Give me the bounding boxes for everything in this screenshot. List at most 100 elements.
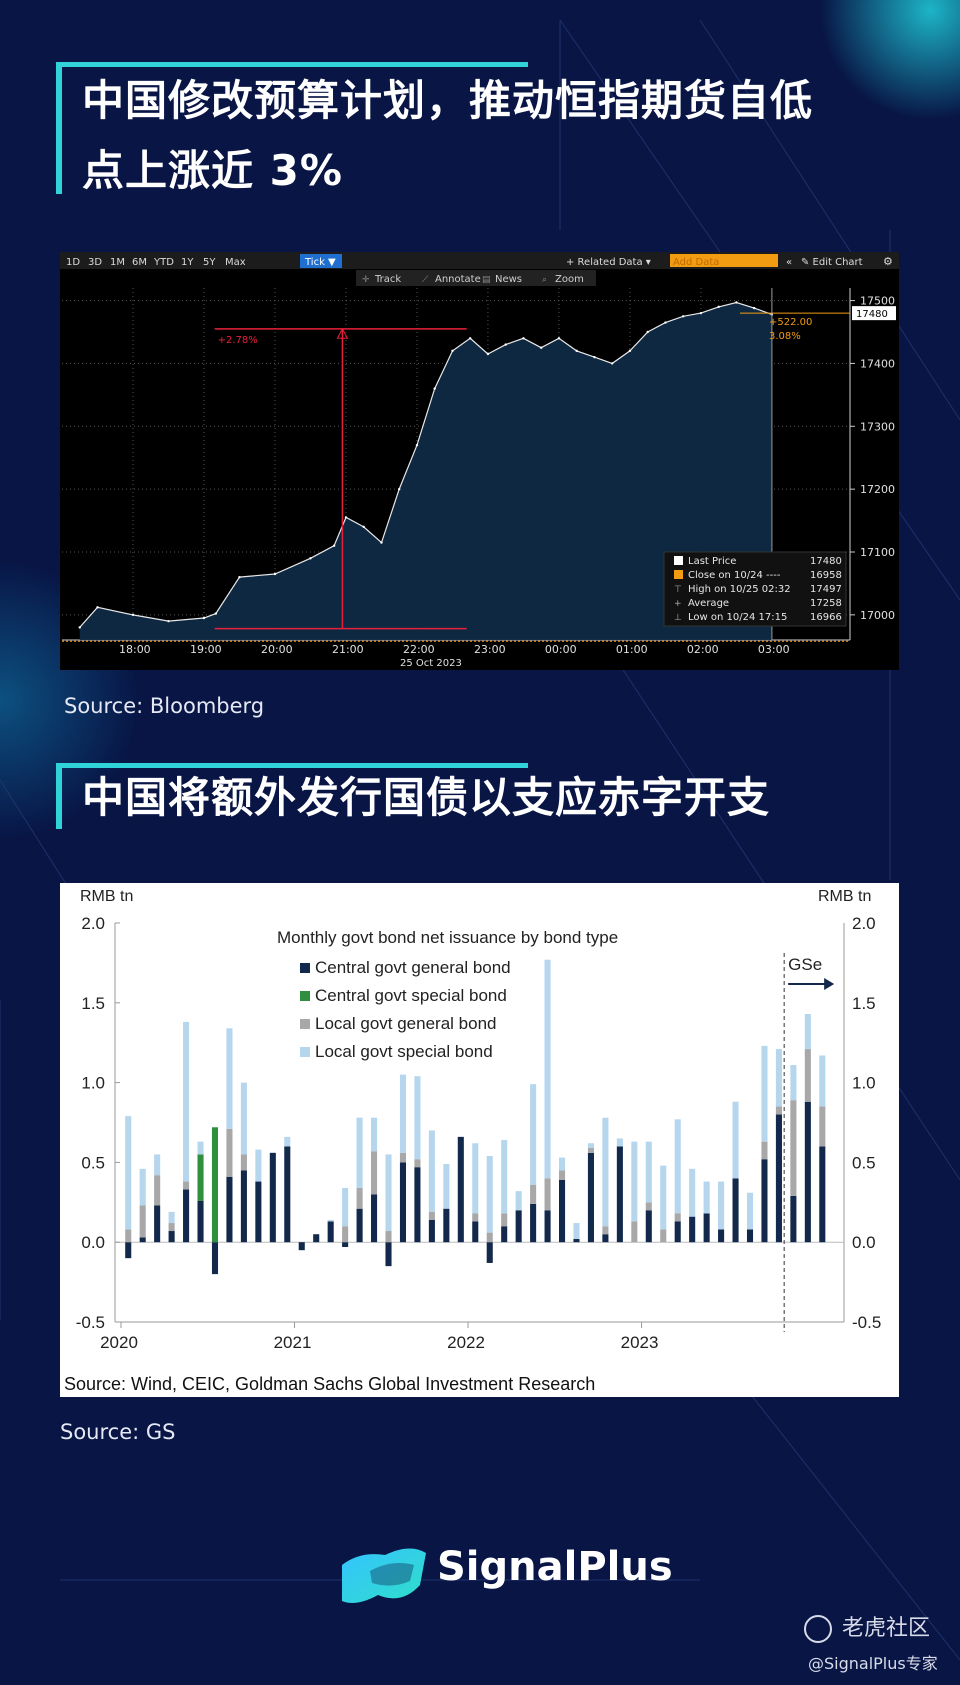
edit-chart-button[interactable]: ✎ Edit Chart (801, 257, 863, 268)
bar-segment (168, 1211, 175, 1224)
price-point (752, 306, 756, 310)
bar-segment (197, 1200, 204, 1243)
tool-button-news[interactable]: News (495, 274, 522, 285)
bar-segment (443, 1163, 450, 1209)
period-button[interactable]: 1D (66, 257, 80, 268)
bar-segment (356, 1117, 363, 1188)
bar-segment (197, 1141, 204, 1155)
tool-button-zoom[interactable]: Zoom (555, 274, 584, 285)
bar-segment (645, 1202, 652, 1211)
tool-button-annotate[interactable]: Annotate (435, 274, 481, 285)
x-tick-label: 19:00 (190, 643, 222, 656)
price-point (332, 544, 336, 547)
price-point (309, 557, 312, 560)
period-button[interactable]: 1M (110, 257, 125, 268)
price-point (486, 352, 490, 356)
legend-marker-average: + (674, 599, 682, 609)
price-point (699, 311, 703, 315)
period-button[interactable]: 5Y (203, 257, 216, 268)
bar-segment (718, 1229, 725, 1243)
bar-segment (414, 1076, 421, 1160)
price-point (681, 315, 685, 318)
settings-gear-icon[interactable]: ⚙ (883, 255, 893, 268)
bar-segment (515, 1191, 522, 1211)
y-tick-label-left: -0.5 (76, 1313, 105, 1332)
legend-label: Central govt general bond (315, 958, 511, 977)
x-tick-label: 22:00 (403, 643, 435, 656)
x-tick-label: 02:00 (687, 643, 719, 656)
forecast-arrow-icon (824, 978, 835, 990)
bar-segment (501, 1140, 508, 1214)
bar-segment (240, 1170, 247, 1243)
bar-segment (139, 1205, 146, 1238)
tool-icon-track: ✛ (362, 275, 370, 285)
bar-segment (631, 1221, 638, 1243)
bar-segment (674, 1119, 681, 1214)
bar-segment (183, 1189, 190, 1243)
period-button[interactable]: 1Y (181, 257, 194, 268)
tool-button-track[interactable]: Track (374, 274, 401, 285)
collapse-icon[interactable]: « (786, 257, 792, 268)
period-button[interactable]: 3D (88, 257, 102, 268)
y-tick-label-right: 2.0 (852, 914, 876, 933)
source-gs: Source: GS (60, 1420, 176, 1444)
bar-segment (125, 1229, 132, 1243)
price-point (539, 346, 543, 349)
bar-segment (197, 1154, 204, 1201)
bar-segment (428, 1130, 435, 1212)
bar-segment (125, 1242, 132, 1259)
bar-segment (703, 1181, 710, 1214)
x-tick-label: 01:00 (616, 643, 648, 656)
bar-segment (154, 1175, 161, 1206)
legend-value: 16958 (810, 570, 842, 581)
legend-marker-last (674, 556, 683, 565)
bar-segment (226, 1176, 233, 1243)
tools-bar-bg (356, 270, 596, 286)
bar-segment (342, 1242, 349, 1247)
bar-segment (602, 1226, 609, 1235)
y-tick-label-right: -0.5 (852, 1313, 881, 1332)
bar-segment (775, 1049, 782, 1107)
legend-marker-low: ⊥ (674, 613, 682, 623)
period-button[interactable]: 6M (132, 257, 147, 268)
period-button[interactable]: YTD (153, 257, 174, 268)
tick-button-bg[interactable] (300, 254, 342, 268)
bar-segment (631, 1141, 638, 1222)
bar-segment (211, 1127, 219, 1243)
bar-segment (674, 1213, 681, 1222)
tick-button[interactable]: Tick ▼ (304, 257, 336, 268)
bar-segment (255, 1149, 262, 1182)
watermark-label: 老虎社区 (842, 1616, 931, 1641)
y-axis-label-left: RMB tn (80, 888, 133, 905)
period-button[interactable]: Max (225, 257, 246, 268)
bar-segment (399, 1074, 407, 1153)
bar-segment (342, 1226, 349, 1243)
bar-segment (472, 1221, 479, 1243)
measure-arrow-icon (336, 327, 349, 339)
add-data-field-bg[interactable] (670, 254, 778, 267)
last-change-pct-label: 3.08% (769, 331, 801, 342)
x-tick-label: 21:00 (332, 643, 364, 656)
tool-icon-zoom: ⌕ (542, 275, 547, 285)
price-point (664, 321, 667, 324)
related-data-button[interactable]: + Related Data ▾ (566, 257, 651, 268)
bar-segment (371, 1117, 378, 1152)
price-point (415, 443, 419, 447)
legend-box (663, 551, 847, 627)
add-data-field[interactable]: Add Data (673, 257, 719, 268)
bar-segment (371, 1151, 378, 1195)
legend-swatch (300, 963, 310, 973)
legend-value: 17258 (810, 598, 842, 609)
bar-segment (371, 1194, 378, 1243)
price-point (717, 305, 720, 309)
price-point (468, 337, 472, 340)
legend-value: 17480 (810, 556, 842, 567)
legend-marker-high: ⊤ (674, 585, 682, 595)
bar-segment (486, 1156, 493, 1233)
bar-segment (226, 1128, 233, 1177)
bar-segment (602, 1234, 609, 1243)
bar-segment (660, 1229, 667, 1243)
bar-segment (689, 1216, 696, 1243)
price-point (610, 362, 614, 365)
y-tick-label-right: 1.0 (852, 1074, 876, 1093)
